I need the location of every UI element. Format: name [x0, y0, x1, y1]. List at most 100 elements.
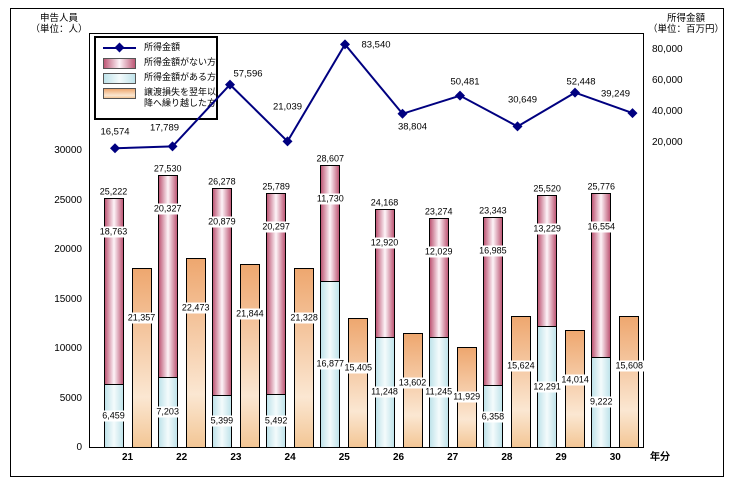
y-tick-label-right: 60,000	[652, 74, 683, 86]
bar-loss-carryover	[294, 267, 315, 448]
label-stack-total: 23,343	[478, 205, 508, 217]
line-value-label: 21,039	[272, 101, 303, 113]
label-no-income: 20,879	[207, 216, 237, 228]
right-axis-unit: （単位：百万円）	[647, 24, 725, 35]
legend-line-swatch	[103, 42, 136, 53]
x-tick-label: 26	[392, 452, 405, 463]
line-value-label: 16,574	[100, 126, 130, 138]
label-has-income: 9,222	[589, 396, 614, 408]
x-tick-label: 22	[176, 452, 188, 463]
right-axis-title-text: 所得金額	[666, 13, 706, 24]
bar-no-income-segment	[374, 208, 395, 338]
label-loss-carryover: 15,624	[506, 360, 536, 372]
legend-diamond-icon	[114, 42, 125, 53]
label-no-income: 16,985	[478, 245, 508, 257]
line-value-label: 30,649	[507, 94, 538, 106]
bar-no-income-segment	[482, 216, 503, 387]
label-stack-total: 27,530	[152, 163, 183, 175]
y-tick-label-right: 40,000	[652, 105, 683, 117]
label-stack-total: 25,789	[261, 181, 291, 193]
right-axis-title: 所得金額 （単位：百万円）	[648, 13, 724, 35]
x-tick-label: 30	[609, 452, 621, 463]
label-stack-total: 25,222	[98, 186, 129, 198]
bar-no-income-segment	[320, 164, 341, 282]
label-loss-carryover: 11,929	[452, 391, 482, 403]
x-tick-label: 29	[555, 452, 567, 463]
line-value-label: 50,481	[450, 76, 480, 88]
bar-loss-carryover	[619, 316, 640, 448]
line-value-label: 38,804	[397, 121, 428, 133]
y-tick-label-left: 10000	[54, 343, 82, 354]
label-loss-carryover: 21,328	[289, 312, 319, 324]
x-tick-label: 23	[230, 452, 242, 463]
legend-item-orange: 譲渡損失を翌年以降へ繰り越した方	[103, 87, 216, 110]
legend-label: 所得金額がない方	[144, 56, 217, 67]
label-stack-total: 25,776	[586, 181, 617, 193]
legend-item-pink: 所得金額がない方	[103, 57, 216, 69]
bar-no-income-segment	[591, 192, 612, 358]
label-no-income: 12,029	[423, 246, 454, 258]
label-stack-total: 23,274	[423, 206, 454, 218]
x-tick-label: 28	[501, 452, 513, 463]
y-tick-label-right: 80,000	[652, 43, 683, 55]
label-has-income: 6,358	[480, 411, 506, 423]
label-loss-carryover: 15,608	[614, 360, 645, 372]
x-axis-unit-label: 年分	[650, 452, 670, 463]
y-tick-label-left: 20000	[54, 244, 82, 255]
y-tick-label-left: 30000	[54, 145, 82, 156]
bar-loss-carryover	[185, 258, 206, 448]
x-tick-label: 27	[447, 452, 459, 463]
label-has-income: 12,291	[532, 381, 562, 393]
y-tick-label-left: 5000	[59, 392, 82, 404]
label-has-income: 7,203	[155, 406, 180, 418]
label-no-income: 20,297	[261, 221, 291, 233]
bar-loss-carryover	[510, 316, 531, 448]
label-loss-carryover: 13,602	[397, 377, 428, 389]
bar-loss-carryover	[131, 267, 152, 448]
legend-item-blue: 所得金額がある方	[103, 72, 216, 84]
label-has-income: 11,245	[424, 386, 454, 398]
y-tick-label-right: 20,000	[652, 136, 683, 148]
left-axis-title-text: 申告人員	[39, 13, 79, 24]
legend-item-line: 所得金額	[103, 42, 216, 54]
bar-loss-carryover	[402, 333, 423, 448]
line-value-label: 17,789	[149, 122, 180, 134]
line-value-label: 39,249	[600, 88, 631, 100]
legend-swatch-pink	[103, 57, 136, 69]
label-stack-total: 25,520	[532, 183, 562, 195]
legend-label: 所得金額がある方	[144, 71, 217, 82]
x-tick-label: 24	[284, 452, 296, 463]
label-loss-carryover: 21,357	[126, 312, 157, 324]
legend: 所得金額所得金額がない方 所得金額がある方譲渡損失を翌年以降へ繰り越した方	[94, 36, 218, 120]
label-has-income: 5,399	[209, 415, 235, 427]
legend-swatch-blue	[103, 72, 136, 84]
chart-outer-frame	[10, 8, 724, 477]
y-tick-label-left: 15000	[54, 293, 82, 305]
y-tick-label-left: 25000	[54, 194, 82, 206]
line-value-label: 57,596	[233, 68, 263, 80]
label-no-income: 11,730	[315, 193, 345, 205]
label-has-income: 16,877	[315, 358, 346, 370]
x-tick-label: 25	[338, 452, 350, 463]
y-tick-label-left: 0	[76, 442, 82, 453]
label-stack-total: 24,168	[369, 197, 400, 209]
label-no-income: 13,229	[532, 223, 562, 235]
line-value-label: 52,448	[566, 76, 596, 88]
label-loss-carryover: 15,405	[343, 362, 374, 374]
legend-label: 所得金額	[144, 42, 181, 52]
bar-no-income-segment	[537, 195, 558, 328]
label-has-income: 5,492	[263, 415, 289, 427]
label-stack-total: 26,278	[207, 176, 237, 188]
left-axis-title: 申告人員 （単位：人）	[30, 13, 87, 35]
label-loss-carryover: 22,473	[180, 302, 211, 314]
legend-label: 譲渡損失を翌年以降へ繰り越した方	[144, 86, 217, 109]
label-no-income: 16,554	[586, 221, 617, 233]
line-value-label: 83,540	[361, 39, 391, 51]
label-has-income: 6,459	[101, 410, 126, 422]
label-loss-carryover: 14,014	[560, 374, 590, 386]
label-loss-carryover: 21,844	[235, 308, 265, 320]
label-stack-total: 28,607	[315, 153, 346, 165]
bar-loss-carryover	[239, 263, 260, 448]
label-no-income: 18,763	[98, 226, 129, 238]
bar-no-income-segment	[428, 217, 449, 338]
